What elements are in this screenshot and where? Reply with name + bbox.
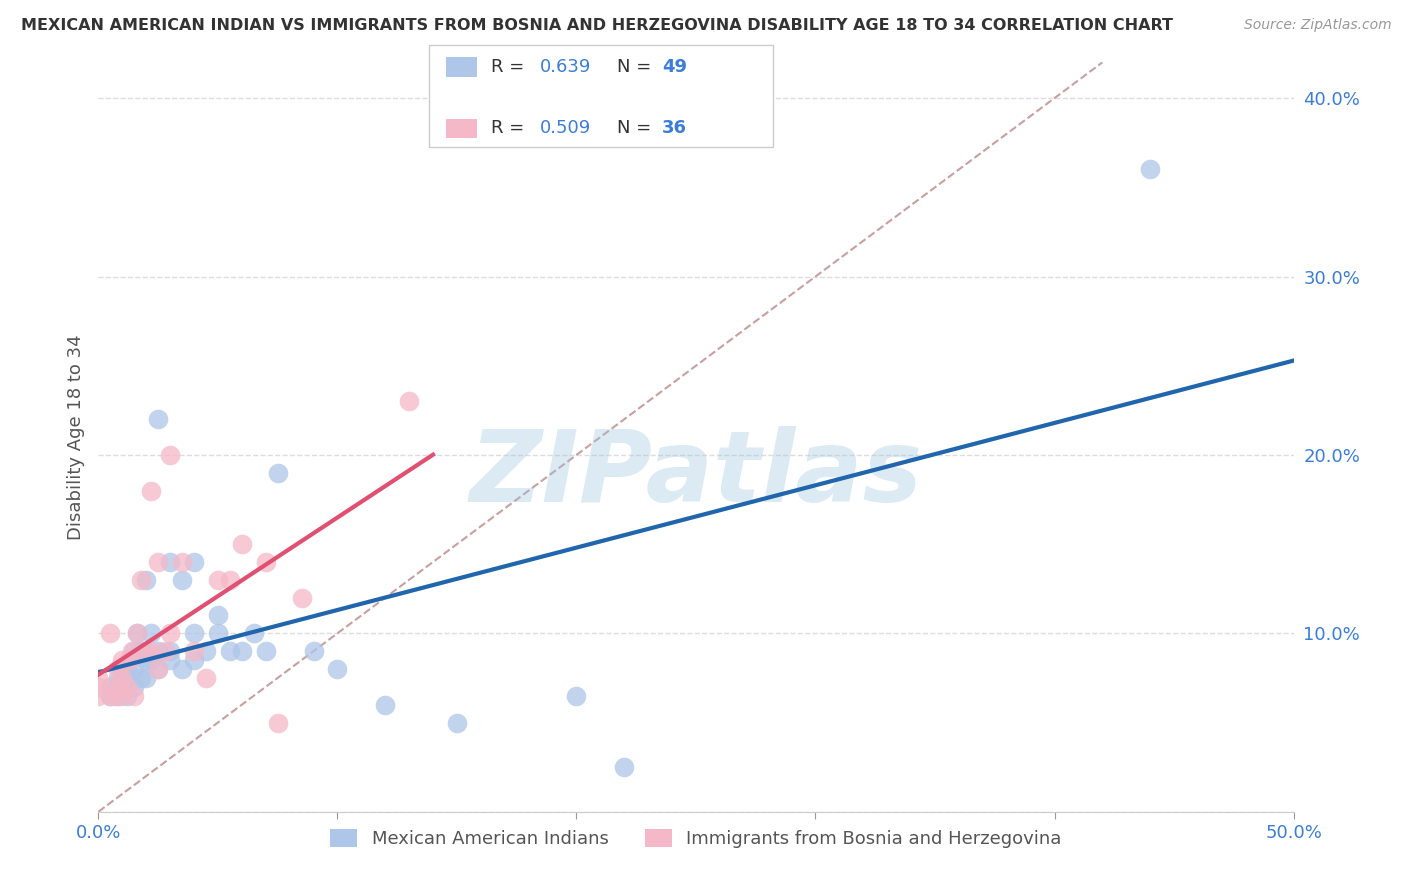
Point bbox=[195, 644, 218, 658]
Point bbox=[219, 573, 242, 587]
Point bbox=[125, 626, 148, 640]
Point bbox=[107, 662, 129, 676]
Point bbox=[302, 644, 325, 658]
Point bbox=[155, 644, 177, 658]
Point bbox=[183, 644, 205, 658]
Point bbox=[108, 680, 131, 694]
Text: ZIPatlas: ZIPatlas bbox=[470, 426, 922, 523]
Point bbox=[87, 671, 110, 685]
Point bbox=[231, 644, 253, 658]
Text: MEXICAN AMERICAN INDIAN VS IMMIGRANTS FROM BOSNIA AND HERZEGOVINA DISABILITY AGE: MEXICAN AMERICAN INDIAN VS IMMIGRANTS FR… bbox=[21, 18, 1173, 33]
Point bbox=[124, 680, 146, 694]
Point bbox=[172, 662, 194, 676]
Point bbox=[124, 689, 146, 703]
Text: 49: 49 bbox=[662, 58, 688, 76]
Legend: Mexican American Indians, Immigrants from Bosnia and Herzegovina: Mexican American Indians, Immigrants fro… bbox=[323, 822, 1069, 855]
Point bbox=[131, 644, 153, 658]
Text: Source: ZipAtlas.com: Source: ZipAtlas.com bbox=[1244, 18, 1392, 32]
Point bbox=[565, 689, 588, 703]
Point bbox=[446, 715, 468, 730]
Text: R =: R = bbox=[491, 120, 524, 137]
Point bbox=[115, 680, 138, 694]
Point bbox=[148, 644, 170, 658]
Point bbox=[111, 671, 134, 685]
Point bbox=[267, 715, 290, 730]
Point bbox=[107, 680, 129, 694]
Point bbox=[613, 760, 636, 774]
Point bbox=[131, 671, 153, 685]
Point bbox=[254, 555, 277, 569]
Point bbox=[139, 626, 162, 640]
Y-axis label: Disability Age 18 to 34: Disability Age 18 to 34 bbox=[66, 334, 84, 540]
Point bbox=[107, 689, 129, 703]
Point bbox=[183, 555, 205, 569]
Point bbox=[148, 412, 170, 426]
Point bbox=[183, 653, 205, 667]
Point bbox=[183, 626, 205, 640]
Point bbox=[115, 671, 138, 685]
Point bbox=[159, 626, 181, 640]
Point bbox=[125, 626, 148, 640]
Point bbox=[231, 537, 253, 551]
Text: 0.639: 0.639 bbox=[540, 58, 592, 76]
Text: N =: N = bbox=[617, 120, 651, 137]
Point bbox=[124, 644, 146, 658]
Point bbox=[326, 662, 349, 676]
Point bbox=[111, 689, 134, 703]
Point bbox=[111, 662, 134, 676]
Point bbox=[98, 680, 122, 694]
Point bbox=[148, 555, 170, 569]
Point bbox=[148, 662, 170, 676]
Point bbox=[111, 680, 134, 694]
Point bbox=[118, 653, 141, 667]
Point bbox=[139, 653, 162, 667]
Point bbox=[98, 626, 122, 640]
Point bbox=[107, 671, 129, 685]
Point bbox=[1139, 162, 1161, 177]
Point bbox=[115, 662, 138, 676]
Point bbox=[254, 644, 277, 658]
Point bbox=[98, 689, 122, 703]
Point bbox=[135, 644, 157, 658]
Point bbox=[207, 573, 229, 587]
Point bbox=[135, 644, 157, 658]
Text: 36: 36 bbox=[662, 120, 688, 137]
Point bbox=[159, 555, 181, 569]
Point bbox=[398, 394, 420, 409]
Point bbox=[291, 591, 314, 605]
Point bbox=[207, 608, 229, 623]
Point bbox=[87, 689, 110, 703]
Point bbox=[115, 689, 138, 703]
Point bbox=[172, 555, 194, 569]
Text: N =: N = bbox=[617, 58, 651, 76]
Point bbox=[87, 680, 110, 694]
Point bbox=[148, 662, 170, 676]
Point bbox=[139, 644, 162, 658]
Point bbox=[159, 653, 181, 667]
Text: 0.509: 0.509 bbox=[540, 120, 591, 137]
Point bbox=[111, 671, 134, 685]
Point bbox=[243, 626, 266, 640]
Point bbox=[219, 644, 242, 658]
Point bbox=[135, 653, 157, 667]
Point bbox=[374, 698, 396, 712]
Point bbox=[131, 573, 153, 587]
Point bbox=[104, 689, 127, 703]
Point bbox=[195, 671, 218, 685]
Point bbox=[135, 573, 157, 587]
Text: R =: R = bbox=[491, 58, 524, 76]
Point bbox=[98, 689, 122, 703]
Point bbox=[159, 644, 181, 658]
Point bbox=[124, 662, 146, 676]
Point bbox=[267, 466, 290, 480]
Point bbox=[111, 653, 134, 667]
Point bbox=[135, 671, 157, 685]
Point bbox=[139, 483, 162, 498]
Point bbox=[98, 680, 122, 694]
Point bbox=[121, 644, 143, 658]
Point bbox=[207, 626, 229, 640]
Point bbox=[172, 573, 194, 587]
Point bbox=[159, 448, 181, 462]
